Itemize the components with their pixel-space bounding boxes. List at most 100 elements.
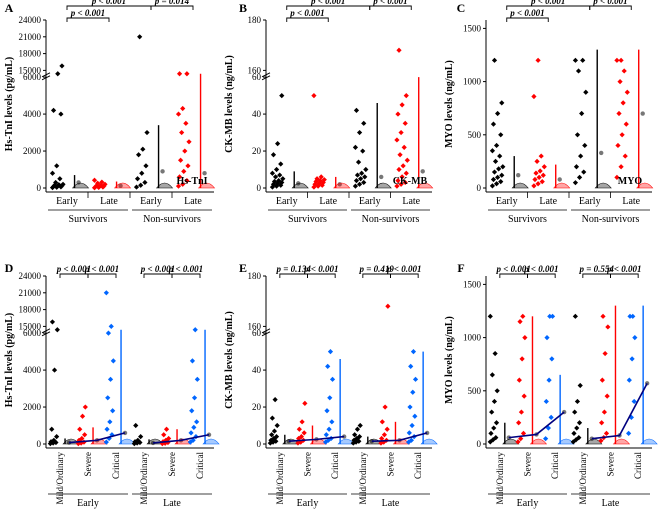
- data-point: [327, 349, 334, 355]
- y-tick-label: 40: [252, 109, 262, 119]
- data-point: [543, 398, 549, 405]
- data-point: [518, 436, 524, 442]
- data-point: [138, 434, 144, 440]
- data-point: [546, 377, 552, 383]
- data-point: [79, 413, 86, 419]
- trend-line: [591, 382, 648, 440]
- data-point: [491, 398, 498, 405]
- data-point: [354, 426, 361, 432]
- data-point: [626, 430, 632, 436]
- data-point: [49, 319, 56, 325]
- data-point: [572, 409, 578, 415]
- p-value-label: p < 0.001: [372, 0, 407, 6]
- data-point: [362, 174, 368, 180]
- median-marker: [557, 177, 562, 182]
- data-point: [299, 419, 305, 425]
- data-point: [629, 356, 635, 362]
- data-point: [573, 437, 579, 443]
- panel-letter: E: [239, 261, 247, 275]
- data-point: [275, 141, 281, 147]
- p-value-label: p < 0.001: [495, 264, 530, 274]
- comparison-bracket: [589, 5, 632, 10]
- comparison-bracket: [286, 17, 329, 22]
- p-value-label: p < 0.001: [303, 264, 338, 274]
- data-point: [107, 376, 114, 382]
- x-group-label: Early: [579, 196, 601, 207]
- data-point: [615, 142, 621, 149]
- axis-break: [261, 328, 271, 334]
- data-point: [580, 57, 586, 63]
- data-point: [492, 350, 498, 357]
- data-point: [604, 393, 610, 399]
- y-axis-label: Hs-TnI levels (pg/mL): [4, 313, 15, 407]
- y-tick-label: 2000: [23, 402, 42, 412]
- density-shape: [511, 182, 529, 189]
- median-marker: [369, 439, 375, 444]
- panel-f: F MYO levels (ng/mL) 0 500 1000 1500 p < 0.001…: [444, 261, 658, 511]
- data-point: [623, 121, 629, 127]
- data-point: [103, 290, 109, 296]
- y-tick-label: 6000: [23, 72, 42, 82]
- panel-d: D Hs-TnI levels (pg/mL) 0 2000 4000 600015000…: [4, 261, 220, 511]
- axis-break: [41, 75, 51, 81]
- data-point: [399, 174, 405, 180]
- median-marker: [286, 439, 292, 444]
- p-value-label: p < 0.001: [530, 0, 565, 6]
- density-shape: [557, 438, 575, 445]
- x-group-label: Late: [100, 196, 118, 207]
- median-marker: [420, 169, 425, 174]
- data-point: [600, 313, 606, 319]
- data-point: [598, 438, 604, 444]
- comparison-bracket: [59, 273, 89, 278]
- data-point: [516, 420, 522, 426]
- p-value-label: p < 0.001: [523, 264, 558, 274]
- y-tick-label: 1500: [463, 279, 482, 289]
- y-axis-label: CK-MB levels (ng/mL): [224, 55, 235, 153]
- data-point: [489, 372, 495, 378]
- data-point: [404, 157, 410, 163]
- x-group-label: Early: [359, 196, 381, 207]
- data-point: [381, 432, 388, 438]
- data-point: [189, 408, 195, 414]
- data-point: [356, 434, 363, 440]
- data-point: [323, 439, 329, 445]
- data-point: [295, 440, 301, 446]
- data-point: [99, 179, 105, 185]
- data-point: [82, 404, 88, 410]
- data-point: [132, 439, 138, 445]
- data-point: [614, 57, 620, 63]
- data-point: [619, 132, 625, 138]
- data-point: [105, 330, 112, 336]
- comparison-bracket: [506, 17, 549, 22]
- y-tick-label: 500: [468, 386, 482, 396]
- data-point: [321, 177, 327, 183]
- data-point: [407, 404, 413, 410]
- x-category-label: Late: [602, 498, 620, 509]
- data-point: [618, 57, 624, 63]
- data-point: [632, 335, 638, 341]
- axis-break: [41, 328, 51, 334]
- comparison-bracket: [610, 273, 639, 278]
- x-group-label: Critical: [633, 452, 643, 479]
- data-point: [189, 358, 196, 364]
- data-point: [531, 93, 537, 100]
- data-point: [490, 176, 497, 183]
- data-point: [534, 158, 540, 164]
- data-point: [329, 419, 335, 425]
- data-point: [548, 414, 554, 420]
- data-point: [49, 170, 56, 176]
- y-axis-label: MYO levels (ng/mL): [444, 316, 455, 404]
- data-point: [188, 430, 194, 436]
- data-point: [498, 132, 504, 138]
- data-point: [134, 176, 141, 182]
- data-point: [616, 110, 622, 117]
- data-point: [110, 358, 116, 364]
- data-point: [353, 107, 360, 113]
- data-point: [104, 426, 110, 432]
- data-point: [400, 163, 406, 169]
- y-tick-label: 6000: [23, 328, 42, 338]
- data-point: [278, 161, 284, 167]
- data-point: [520, 313, 526, 319]
- data-point: [402, 179, 408, 186]
